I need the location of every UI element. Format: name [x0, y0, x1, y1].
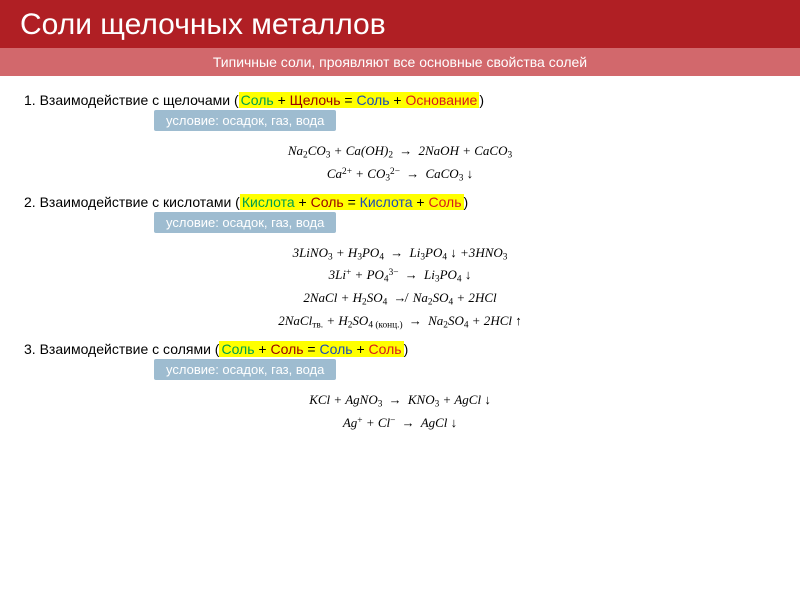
- subtitle-bar: Типичные соли, проявляют все основные св…: [0, 48, 800, 76]
- equation: Na2CO3 + Ca(OH)2 → 2NaOH + CaCO3: [24, 141, 776, 163]
- section-1-scheme: Соль + Щелочь = Соль + Основание: [239, 92, 480, 108]
- section-num: 1.: [24, 92, 36, 108]
- section-2-head: 2. Взаимодействие с кислотами (Кислота +…: [24, 194, 776, 210]
- section-3-equations: KCl + AgNO3 → KNO3 + AgCl ↓ Ag+ + Cl− → …: [24, 390, 776, 433]
- equation: KCl + AgNO3 → KNO3 + AgCl ↓: [24, 390, 776, 412]
- section-3-scheme: Соль + Соль = Соль + Соль: [219, 341, 403, 357]
- equation: Ca2+ + CO32− → CaCO3 ↓: [24, 164, 776, 186]
- section-outro: ): [464, 194, 469, 210]
- title-bar: Соли щелочных металлов: [0, 0, 800, 48]
- condition-pill: условие: осадок, газ, вода: [154, 359, 336, 380]
- section-outro: ): [404, 341, 409, 357]
- section-2-equations: 3LiNO3 + H3PO4 → Li3PO4 ↓ +3HNO3 3Li+ + …: [24, 243, 776, 333]
- section-3-head: 3. Взаимодействие с солями (Соль + Соль …: [24, 341, 776, 357]
- section-intro: Взаимодействие с солями (: [40, 341, 220, 357]
- condition-pill: условие: осадок, газ, вода: [154, 110, 336, 131]
- section-1-equations: Na2CO3 + Ca(OH)2 → 2NaOH + CaCO3 Ca2+ + …: [24, 141, 776, 186]
- equation: 3Li+ + PO43− → Li3PO4 ↓: [24, 265, 776, 287]
- section-num: 2.: [24, 194, 36, 210]
- content: 1. Взаимодействие с щелочами (Соль + Щел…: [0, 76, 800, 451]
- section-outro: ): [479, 92, 484, 108]
- section-2-scheme: Кислота + Соль = Кислота + Соль: [240, 194, 464, 210]
- equation: 3LiNO3 + H3PO4 → Li3PO4 ↓ +3HNO3: [24, 243, 776, 265]
- equation: 2NaCl + H2SO4 ↛ Na2SO4 + 2HCl: [24, 288, 776, 310]
- page-title: Соли щелочных металлов: [20, 8, 780, 42]
- condition-pill: условие: осадок, газ, вода: [154, 212, 336, 233]
- section-1-head: 1. Взаимодействие с щелочами (Соль + Щел…: [24, 92, 776, 108]
- section-intro: Взаимодействие с щелочами (: [40, 92, 239, 108]
- section-intro: Взаимодействие с кислотами (: [40, 194, 240, 210]
- equation: Ag+ + Cl− → AgCl ↓: [24, 413, 776, 433]
- section-num: 3.: [24, 341, 36, 357]
- equation: 2NaClтв. + H2SO4 (конц.) → Na2SO4 + 2HCl…: [24, 311, 776, 333]
